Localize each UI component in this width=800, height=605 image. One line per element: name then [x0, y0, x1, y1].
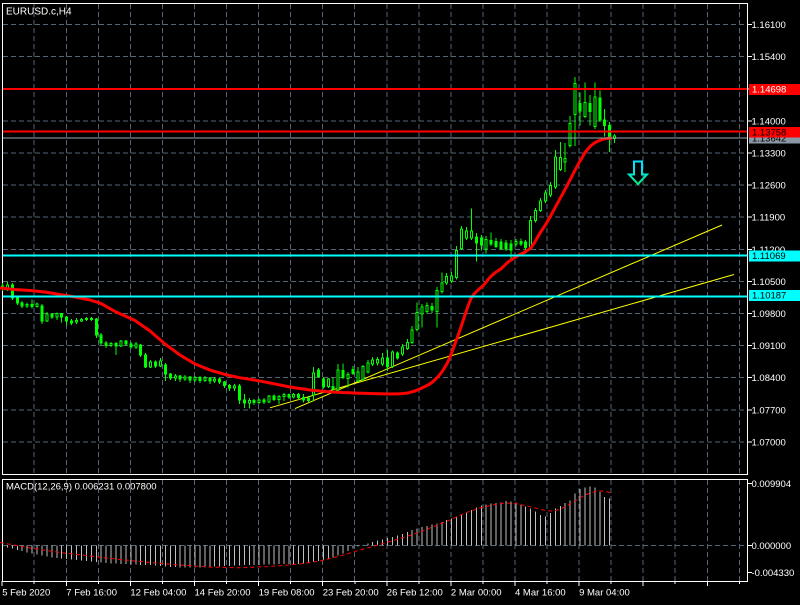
- svg-text:1.13300: 1.13300: [752, 149, 786, 160]
- svg-text:1.08400: 1.08400: [752, 373, 786, 384]
- svg-text:MACD(12,26,9) 0.006231 0.00780: MACD(12,26,9) 0.006231 0.007800: [6, 482, 157, 493]
- svg-text:23 Feb 20:00: 23 Feb 20:00: [323, 588, 379, 599]
- svg-text:9 Mar 04:00: 9 Mar 04:00: [579, 588, 630, 599]
- svg-text:1.07000: 1.07000: [752, 437, 786, 448]
- svg-text:7 Feb 16:00: 7 Feb 16:00: [66, 588, 117, 599]
- svg-text:1.14000: 1.14000: [752, 116, 786, 127]
- svg-text:1.11200: 1.11200: [752, 245, 786, 256]
- svg-text:1.10187: 1.10187: [752, 291, 786, 302]
- svg-text:1.15400: 1.15400: [752, 52, 786, 63]
- svg-text:1.10500: 1.10500: [752, 277, 786, 288]
- svg-text:0.000000: 0.000000: [752, 541, 792, 552]
- svg-text:1.11900: 1.11900: [752, 213, 786, 224]
- svg-text:1.13642: 1.13642: [752, 134, 786, 145]
- svg-text:1.13758: 1.13758: [752, 128, 786, 139]
- svg-text:1.14698: 1.14698: [752, 85, 786, 96]
- svg-text:1.09800: 1.09800: [752, 309, 786, 320]
- svg-text:2 Mar 00:00: 2 Mar 00:00: [451, 588, 502, 599]
- svg-text:12 Feb 04:00: 12 Feb 04:00: [130, 588, 186, 599]
- svg-text:-0.004330: -0.004330: [752, 568, 795, 579]
- svg-text:19 Feb 08:00: 19 Feb 08:00: [259, 588, 315, 599]
- svg-text:1.12600: 1.12600: [752, 181, 786, 192]
- svg-text:1.09100: 1.09100: [752, 341, 786, 352]
- svg-text:4 Mar 16:00: 4 Mar 16:00: [515, 588, 566, 599]
- svg-text:1.07700: 1.07700: [752, 405, 786, 416]
- svg-text:26 Feb 12:00: 26 Feb 12:00: [387, 588, 443, 599]
- svg-text:1.16100: 1.16100: [752, 20, 786, 31]
- svg-text:5 Feb 2020: 5 Feb 2020: [2, 588, 50, 599]
- svg-text:0.009904: 0.009904: [752, 479, 792, 490]
- svg-text:EURUSD.c,H4: EURUSD.c,H4: [6, 7, 72, 18]
- svg-text:14 Feb 20:00: 14 Feb 20:00: [195, 588, 251, 599]
- svg-text:1.11069: 1.11069: [752, 251, 786, 262]
